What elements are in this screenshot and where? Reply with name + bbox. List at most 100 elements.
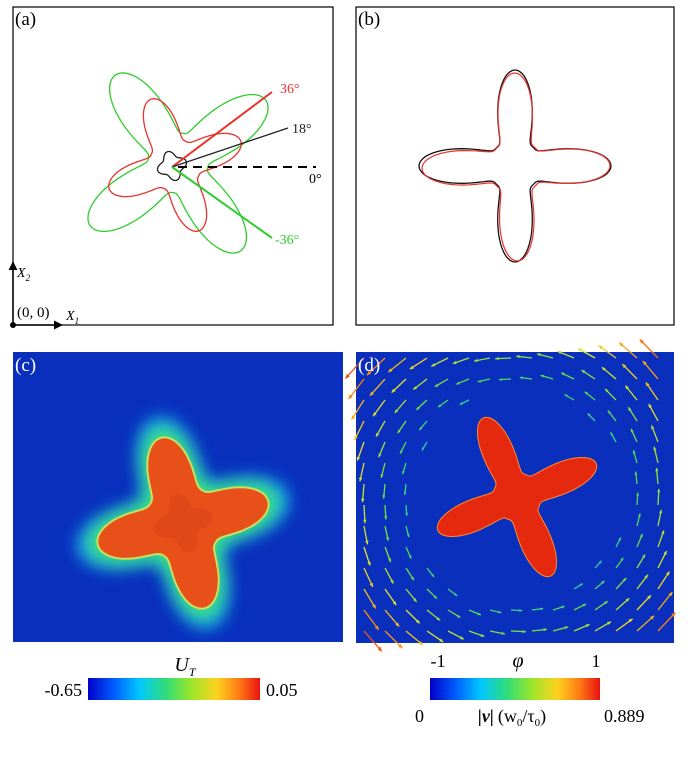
panel-d-label: (d) (358, 355, 380, 376)
velocity-arrow-head (644, 574, 648, 579)
velocity-arrow-head (374, 625, 379, 630)
velocity-arrow-head (557, 351, 562, 355)
velocity-arrow-head (459, 636, 464, 640)
velocity-arrow-head (348, 394, 353, 399)
contour-b-black (418, 69, 612, 263)
velocity-arrow-head (607, 410, 611, 414)
velocity-arrow-head (632, 450, 636, 454)
velocity-arrow-head (659, 509, 663, 514)
velocity-arrow-head (537, 353, 541, 357)
velocity-arrow-head (454, 593, 458, 596)
velocity-arrow-head (561, 372, 565, 376)
velocity-arrow-head (647, 595, 651, 600)
velocity-arrow-head (601, 367, 606, 371)
origin-dot (10, 322, 16, 328)
velocity-arrow-head (607, 621, 611, 625)
velocity-arrow-head (403, 491, 407, 495)
velocity-arrow-head (671, 612, 676, 617)
velocity-arrow-head (394, 409, 399, 413)
velocity-arrow-head (413, 598, 417, 602)
velocity-arrow-head (351, 415, 356, 420)
velocity-arrow-head (400, 450, 403, 454)
velocity-arrow-head (413, 386, 417, 390)
velocity-arrow-head (665, 571, 670, 576)
colorbar-d-max: 0.889 (604, 706, 645, 726)
velocity-arrow (384, 630, 403, 649)
velocity-arrow-head (459, 402, 463, 405)
crystal-d-body (436, 416, 598, 578)
angle-label-18: 18° (292, 122, 312, 137)
velocity-arrow-head (651, 425, 655, 430)
velocity-arrow-head (384, 516, 388, 520)
velocity-arrow-head (628, 407, 632, 411)
velocity-arrow-head (345, 373, 350, 379)
velocity-arrow-head (649, 615, 655, 620)
velocity-arrow-head (543, 628, 547, 632)
velocity-arrow-head (564, 394, 568, 398)
velocity-arrows (344, 338, 677, 652)
panel-a-label: (a) (15, 9, 36, 30)
velocity-arrow-head (390, 579, 394, 584)
velocity-arrow-head (578, 348, 583, 352)
velocity-arrow (657, 612, 677, 632)
velocity-arrow-head (392, 601, 397, 606)
velocity-arrow-head (622, 364, 627, 368)
velocity-arrow-head (398, 643, 403, 649)
colorbar-d-min: 0 (415, 706, 424, 726)
velocity-arrow-head (639, 339, 644, 344)
velocity-arrow-head (397, 429, 401, 434)
velocity-arrow-head (370, 391, 374, 396)
colorbar-d-phi-min: -1 (431, 651, 446, 671)
velocity-arrow-head (642, 360, 647, 366)
velocity-arrow-head (645, 382, 650, 387)
velocity-arrow-head (431, 573, 435, 577)
velocity-arrow-head (601, 580, 605, 584)
velocity-arrow (348, 378, 365, 400)
velocity-arrow-head (587, 413, 591, 417)
velocity-arrow-head (648, 403, 652, 408)
colorbar-d-quantity: |v| (w0/τ0) (478, 706, 546, 729)
panel-c: (c) UT -0.65 0.05 (13, 352, 343, 700)
crystal-c-core (153, 493, 213, 553)
ray-minus-36 (171, 166, 273, 239)
velocity-arrow-head (433, 595, 437, 599)
velocity-arrow-head (386, 537, 390, 541)
velocity-arrow-head (365, 540, 369, 545)
velocity-arrow-head (628, 618, 633, 623)
velocity-arrow-head (480, 633, 485, 637)
velocity-arrow-head (519, 609, 523, 612)
velocity-arrow-head (380, 474, 384, 478)
velocity-arrow-head (438, 404, 442, 408)
velocity-arrow-head (668, 592, 673, 597)
velocity-arrow-head (498, 610, 502, 614)
velocity-arrow-head (452, 360, 457, 365)
panel-b: (b) (355, 6, 675, 326)
origin-label: (0, 0) (17, 305, 50, 321)
velocity-arrow-head (373, 412, 377, 417)
velocity-arrow-head (655, 467, 659, 472)
velocity-arrow-head (418, 641, 423, 645)
velocity-arrow-head (585, 624, 590, 628)
contours-b (418, 69, 612, 263)
velocity-arrow-head (378, 453, 382, 458)
velocity-arrow-head (661, 530, 665, 535)
velocity-arrow-head (605, 388, 609, 393)
velocity-arrow-head (366, 371, 372, 376)
velocity-arrow-head (363, 519, 367, 524)
velocity-arrow-head (456, 381, 460, 385)
contours-a (87, 72, 269, 254)
panel-c-label: (c) (15, 355, 36, 376)
crystal-d (436, 416, 598, 578)
panel-d: (d) -1 φ 1 0 0.889 |v| (w0/τ0) (344, 338, 677, 729)
velocity-arrow-head (498, 378, 502, 381)
velocity-arrow-head (519, 376, 524, 380)
ray-36 (171, 91, 273, 168)
velocity-arrow-head (402, 470, 405, 475)
velocity-arrow-head (361, 498, 365, 503)
velocity-arrow-head (456, 614, 461, 618)
velocity-arrow-head (625, 598, 630, 602)
colorbar-d-phi-max: 1 (592, 651, 601, 671)
velocity-arrow-head (637, 513, 641, 517)
velocity-arrow-head (359, 477, 363, 482)
velocity-arrow-head (369, 582, 373, 587)
